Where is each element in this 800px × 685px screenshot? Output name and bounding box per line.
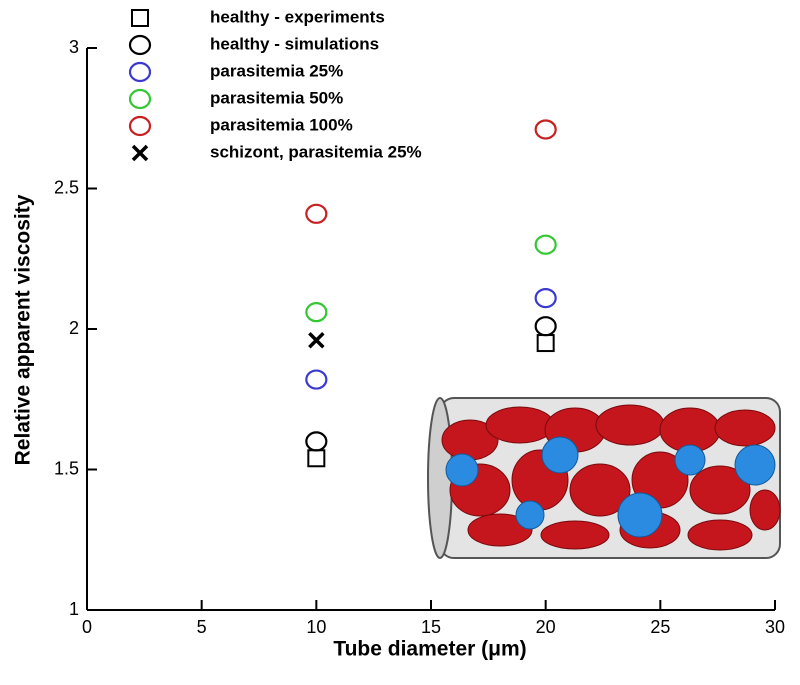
x-tick-label: 10 (306, 617, 326, 637)
legend-label: healthy - experiments (210, 7, 385, 26)
marker-x (308, 332, 325, 349)
marker-circle (305, 203, 328, 224)
tube-inset (427, 397, 781, 559)
marker-circle (305, 302, 328, 323)
x-axis-label: Tube diameter (μm) (333, 638, 526, 661)
x-tick-label: 20 (536, 617, 556, 637)
legend-marker (131, 144, 149, 162)
x-tick-label: 25 (650, 617, 670, 637)
y-tick-label: 2 (69, 318, 79, 338)
marker-circle (534, 316, 557, 337)
x-tick-label: 15 (421, 617, 441, 637)
legend-label: healthy - simulations (210, 34, 379, 53)
legend-label: parasitemia 50% (210, 88, 343, 107)
y-axis-label: Relative apparent viscosity (12, 194, 35, 465)
marker-circle (305, 369, 328, 390)
marker-circle (534, 234, 557, 255)
x-tick-label: 30 (765, 617, 785, 637)
y-tick-label: 3 (69, 37, 79, 57)
y-tick-label: 1 (69, 599, 79, 619)
legend-marker (131, 9, 149, 27)
marker-square (307, 449, 326, 468)
legend-marker (128, 34, 152, 56)
y-tick-label: 2.5 (54, 177, 79, 197)
legend-marker (128, 61, 152, 83)
legend-label: parasitemia 25% (210, 61, 343, 80)
marker-circle (534, 119, 557, 140)
legend-marker (128, 115, 152, 137)
legend-label: schizont, parasitemia 25% (210, 142, 422, 161)
legend-marker (128, 88, 152, 110)
marker-circle (534, 287, 557, 309)
x-tick-label: 0 (82, 617, 92, 637)
x-tick-label: 5 (197, 617, 207, 637)
legend-label: parasitemia 100% (210, 115, 353, 134)
y-tick-label: 1.5 (54, 458, 79, 478)
marker-circle (305, 431, 328, 452)
marker-square (536, 334, 555, 353)
